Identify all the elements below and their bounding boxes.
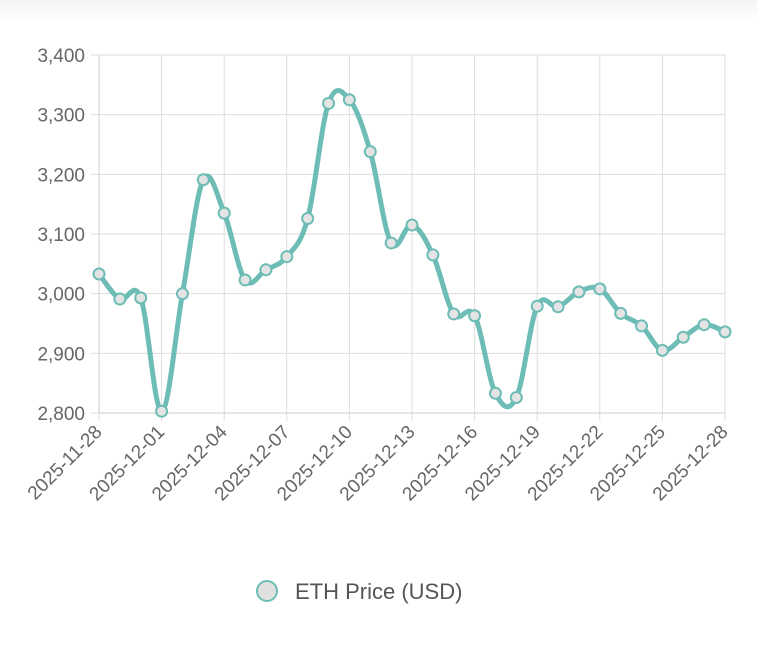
x-axis-ticks: 2025-11-282025-12-012025-12-042025-12-07… [24, 421, 733, 505]
data-point [509, 390, 523, 404]
data-point [572, 285, 586, 299]
data-point [635, 319, 649, 333]
data-point [301, 211, 315, 225]
data-point [447, 307, 461, 321]
data-point [363, 145, 377, 159]
data-point [92, 267, 106, 281]
data-point [697, 318, 711, 332]
legend[interactable]: ETH Price (USD) [256, 579, 462, 604]
data-point [113, 292, 127, 306]
data-point [593, 282, 607, 296]
data-point [426, 248, 440, 262]
data-point [488, 386, 502, 400]
legend-label[interactable]: ETH Price (USD) [295, 579, 462, 604]
y-tick-label: 2,900 [37, 344, 85, 365]
data-point [655, 343, 669, 357]
data-point [468, 309, 482, 323]
series-eth-price [92, 88, 732, 418]
data-point [217, 206, 231, 220]
legend-marker[interactable] [256, 580, 278, 602]
data-point [196, 173, 210, 187]
data-point [614, 306, 628, 320]
data-point [134, 291, 148, 305]
data-point [280, 250, 294, 264]
y-tick-label: 3,400 [37, 46, 85, 67]
y-tick-label: 3,200 [37, 165, 85, 186]
data-point [175, 287, 189, 301]
y-axis-ticks: 2,800 2,900 3,000 3,100 3,200 3,300 3,400 [37, 46, 85, 425]
data-point [384, 236, 398, 250]
data-point [238, 273, 252, 287]
y-tick-label: 3,300 [37, 106, 85, 127]
data-point [259, 263, 273, 277]
grid-lines [91, 54, 726, 421]
y-tick-label: 3,100 [37, 225, 85, 246]
data-point [551, 300, 565, 314]
data-point [530, 299, 544, 313]
data-point [718, 325, 732, 339]
data-point [405, 218, 419, 232]
y-tick-label: 3,000 [37, 285, 85, 306]
data-point [155, 404, 169, 418]
y-tick-label: 2,800 [37, 404, 85, 425]
data-point [342, 93, 356, 107]
data-point [322, 96, 336, 110]
data-point [676, 330, 690, 344]
